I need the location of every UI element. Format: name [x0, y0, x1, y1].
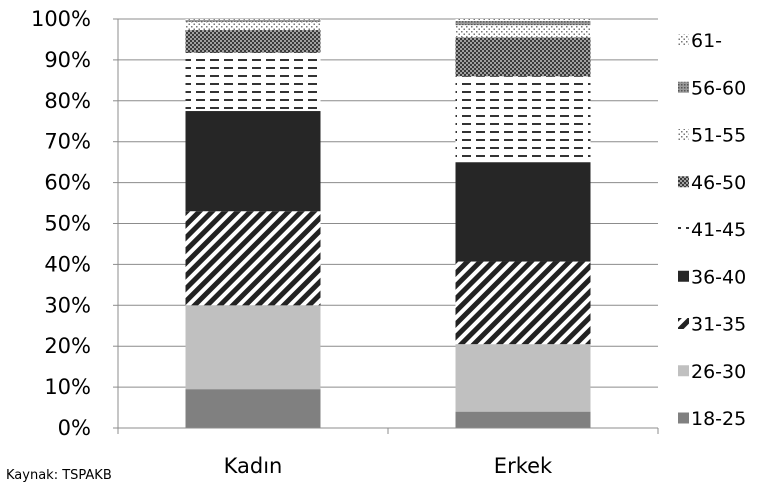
- legend-swatch-36-40: [678, 270, 689, 282]
- bar-erkek-51-55: [455, 25, 591, 38]
- bar-erkek-56-60: [455, 21, 591, 26]
- legend-label: 46-50: [691, 172, 746, 194]
- bar-kad-n-41-45: [185, 52, 321, 112]
- legend-label: 31-35: [691, 314, 746, 336]
- y-tick-label: 80%: [44, 89, 91, 113]
- legend-label: 26-30: [691, 361, 746, 383]
- source-note: Kaynak: TSPAKB: [6, 468, 112, 483]
- bar-erkek-18-25: [455, 411, 591, 428]
- bar-erkek-46-50: [455, 37, 591, 77]
- y-tick-label: 60%: [44, 171, 91, 195]
- bar-kad-n-56-60: [185, 19, 321, 22]
- legend: 61- 56-60 51-55 46-50 41-45 36-40 31-35 26-30 18…: [678, 30, 746, 430]
- legend-swatch-18-25: [678, 412, 689, 424]
- x-tick-label: Kadın: [224, 454, 283, 478]
- bar-kad-n-46-50: [185, 30, 321, 53]
- bar-erkek-26-30: [455, 344, 591, 412]
- y-tick-label: 20%: [44, 334, 91, 358]
- bar-kad-n-36-40: [185, 111, 321, 212]
- bar-kad-n-18-25: [185, 389, 321, 428]
- x-tick-label: Erkek: [494, 454, 553, 478]
- bar-erkek-36-40: [455, 162, 591, 262]
- bar-erkek-31-35: [455, 261, 591, 345]
- legend-label: 51-55: [691, 125, 746, 147]
- legend-swatch-26-30: [678, 365, 689, 377]
- legend-swatch-41-45: [678, 223, 689, 235]
- legend-swatch-51-55: [678, 129, 689, 140]
- bar-erkek-61: [455, 19, 591, 22]
- legend-swatch-31-35: [678, 318, 689, 329]
- legend-swatch-46-50: [678, 176, 689, 188]
- legend-swatch-61: [678, 34, 689, 46]
- legend-label: 56-60: [691, 77, 746, 99]
- bar-kad-n-61: [185, 19, 321, 20]
- y-tick-label: 0%: [58, 416, 91, 440]
- legend-label: 36-40: [691, 266, 746, 288]
- y-tick-label: 50%: [44, 212, 91, 236]
- y-tick-label: 30%: [44, 293, 91, 317]
- legend-label: 61-: [691, 30, 722, 52]
- y-tick-label: 40%: [44, 252, 91, 276]
- legend-swatch-56-60: [678, 81, 689, 93]
- bar-erkek-41-45: [455, 76, 591, 163]
- y-tick-label: 100%: [31, 7, 91, 31]
- bar-kad-n-51-55: [185, 21, 321, 31]
- bar-kad-n-31-35: [185, 211, 321, 306]
- y-tick-label: 10%: [44, 375, 91, 399]
- axes: 0% 10% 20% 30% 40% 50% 60% 70% 80% 90% 100% Kadın Er…: [31, 7, 659, 478]
- y-tick-label: 70%: [44, 130, 91, 154]
- y-tick-label: 90%: [44, 48, 91, 72]
- legend-label: 41-45: [691, 219, 746, 241]
- legend-label: 18-25: [691, 408, 746, 430]
- bar-kad-n-26-30: [185, 305, 321, 390]
- bars: [185, 19, 591, 428]
